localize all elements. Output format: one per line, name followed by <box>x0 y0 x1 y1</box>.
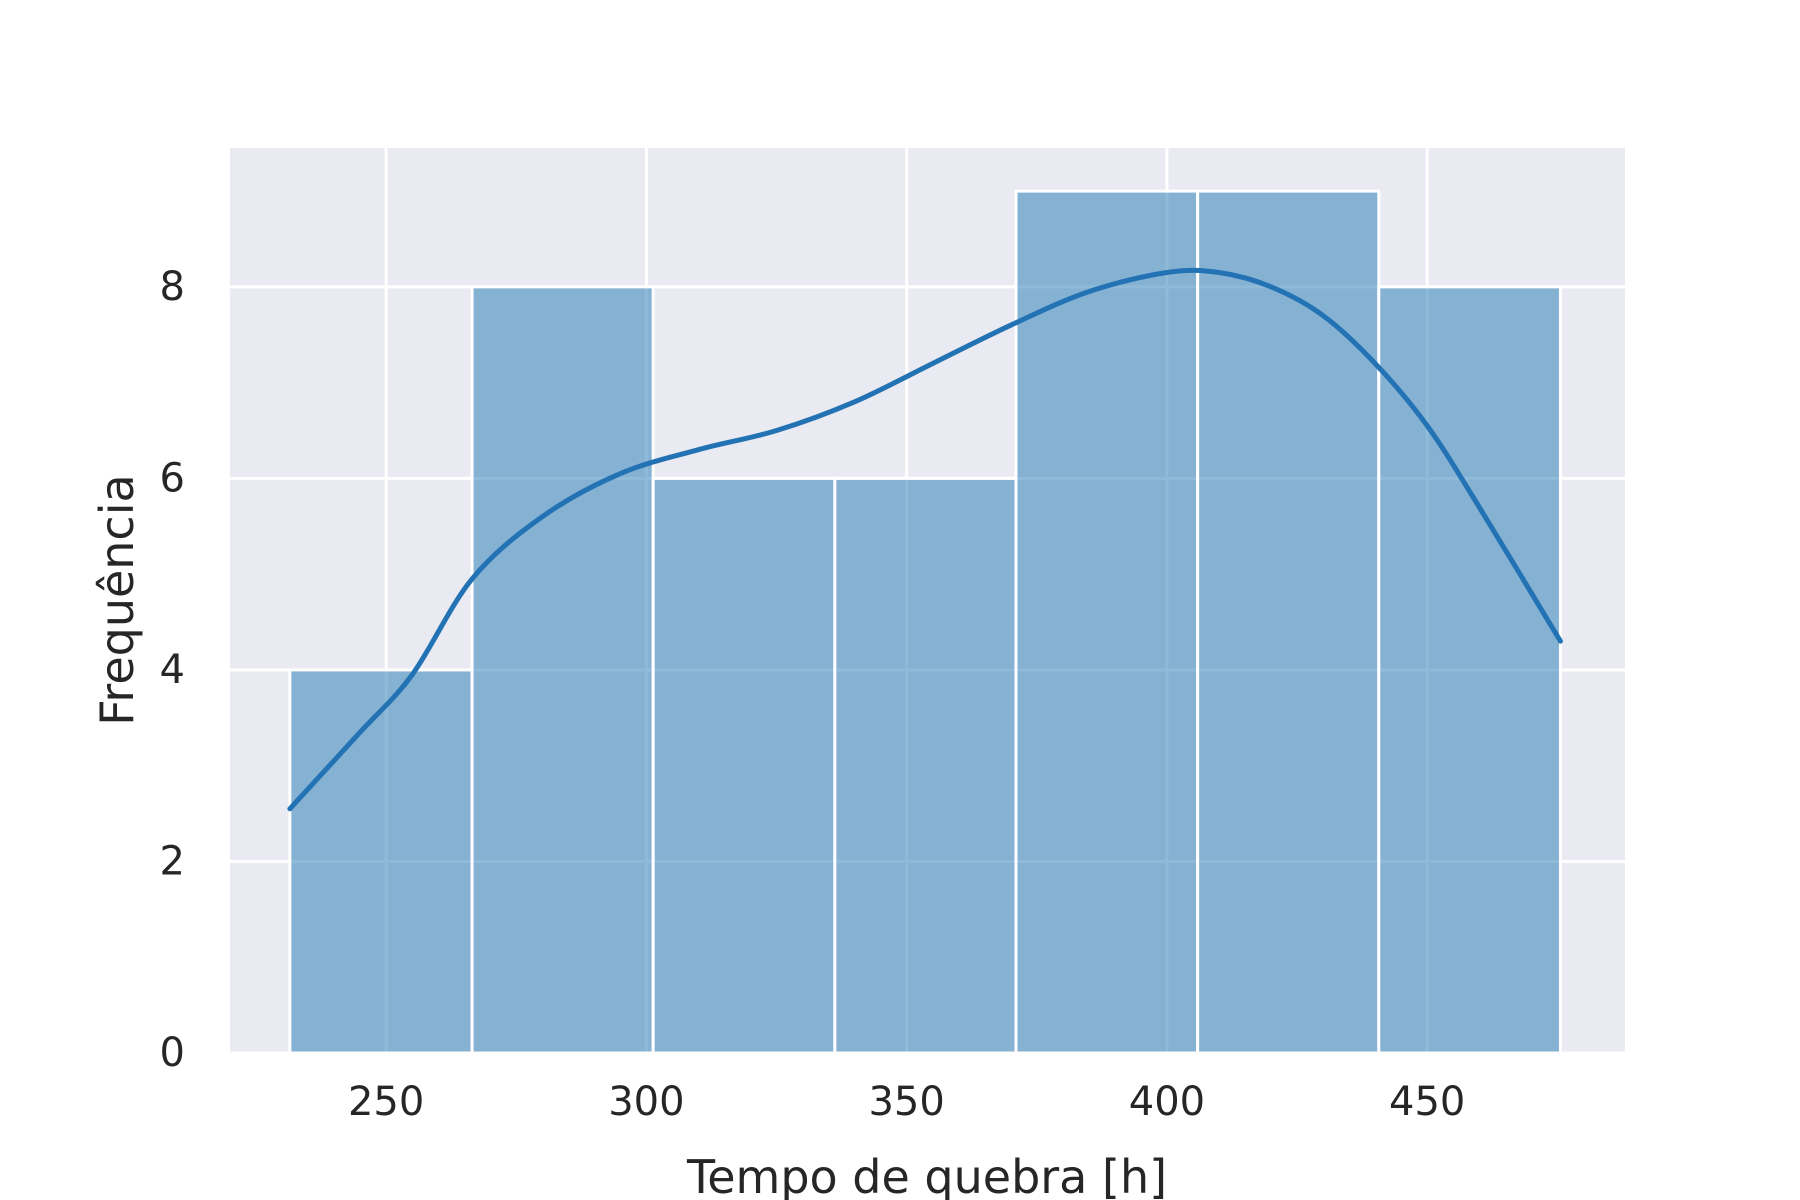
histogram-bar <box>833 476 1018 1055</box>
kde-line <box>287 267 1563 812</box>
kde-curve-group <box>287 267 1563 812</box>
x-tick-label: 300 <box>608 1079 684 1125</box>
y-tick-label: 4 <box>160 647 185 693</box>
histogram-bar <box>1377 285 1562 1055</box>
x-tick-label: 350 <box>868 1079 944 1125</box>
y-axis-label: Frequência <box>90 474 144 725</box>
histogram-bar <box>1196 189 1381 1055</box>
histogram-bars <box>288 189 1562 1055</box>
histogram-bar <box>288 668 474 1055</box>
histogram-bar <box>1014 189 1200 1055</box>
x-axis-label: Tempo de quebra [h] <box>686 1150 1167 1200</box>
y-tick-label: 0 <box>160 1030 185 1076</box>
y-tick-label: 8 <box>160 264 185 310</box>
histogram-bar <box>651 476 837 1055</box>
x-tick-label: 400 <box>1129 1079 1205 1125</box>
y-tick-label: 2 <box>160 838 185 884</box>
x-tick-label: 450 <box>1389 1079 1465 1125</box>
y-tick-label: 6 <box>160 455 185 501</box>
x-tick-label: 250 <box>348 1079 424 1125</box>
x-tick-labels: 250 300 350 400 450 <box>348 1079 1465 1125</box>
y-tick-labels: 0 2 4 6 8 <box>160 264 185 1076</box>
histogram-bar <box>470 285 655 1055</box>
